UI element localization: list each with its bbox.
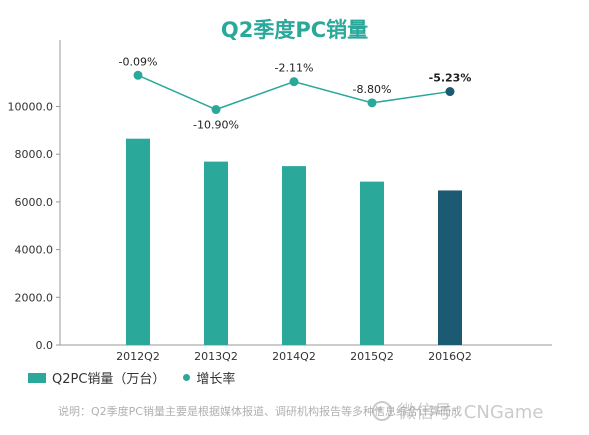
bar-group xyxy=(126,138,462,345)
watermark: 微信号: CNGame xyxy=(372,398,543,424)
y-tick-label: 4000.0 xyxy=(15,244,54,257)
growth-data-label: -5.23% xyxy=(429,72,472,85)
growth-data-label: -2.11% xyxy=(275,62,314,75)
y-tick-label: 8000.0 xyxy=(15,148,54,161)
growth-data-label: -0.09% xyxy=(119,55,158,68)
axis-group: 0.0 2000.0 4000.0 6000.0 8000.0 10000.0 2012Q2… xyxy=(8,40,552,363)
growth-data-label: -10.90% xyxy=(193,119,239,132)
wechat-icon xyxy=(372,401,392,421)
x-tick-label: 2015Q2 xyxy=(350,350,394,363)
x-tick-label: 2016Q2 xyxy=(428,350,472,363)
legend-bar-swatch xyxy=(28,372,46,383)
growth-point xyxy=(367,98,377,108)
growth-point xyxy=(445,87,455,97)
legend-item-sales[interactable]: Q2PC销量（万台） xyxy=(28,368,165,387)
legend-item-growth[interactable]: 增长率 xyxy=(183,368,235,387)
legend-dot-swatch xyxy=(183,374,191,381)
x-tick-label: 2013Q2 xyxy=(194,350,238,363)
x-tick-label: 2012Q2 xyxy=(116,350,160,363)
bar xyxy=(360,181,384,345)
growth-point xyxy=(211,105,221,115)
bar xyxy=(204,161,228,345)
growth-point xyxy=(133,70,143,80)
chart-title: Q2季度PC销量 xyxy=(220,18,369,42)
x-tick-label: 2014Q2 xyxy=(272,350,316,363)
legend-label-sales: Q2PC销量（万台） xyxy=(52,372,166,387)
growth-line-group: -0.09% -10.90% -2.11% -8.80% -5.23% xyxy=(119,55,472,131)
bar xyxy=(438,190,462,345)
y-tick-label: 2000.0 xyxy=(15,291,54,304)
growth-point xyxy=(289,77,299,87)
y-tick-label: 0.0 xyxy=(36,339,54,352)
legend: Q2PC销量（万台） 增长率 xyxy=(28,368,253,387)
y-tick-label: 10000.0 xyxy=(8,101,54,114)
y-tick-label: 6000.0 xyxy=(15,196,54,209)
bar xyxy=(282,166,306,345)
growth-data-label: -8.80% xyxy=(353,83,392,96)
legend-label-growth: 增长率 xyxy=(196,372,236,387)
watermark-text: 微信号: CNGame xyxy=(398,402,544,423)
bar xyxy=(126,138,150,345)
footnote: 说明：Q2季度PC销量主要是根据媒体报道、调研机构报告等多种信息综合计算而成 xyxy=(58,405,462,418)
